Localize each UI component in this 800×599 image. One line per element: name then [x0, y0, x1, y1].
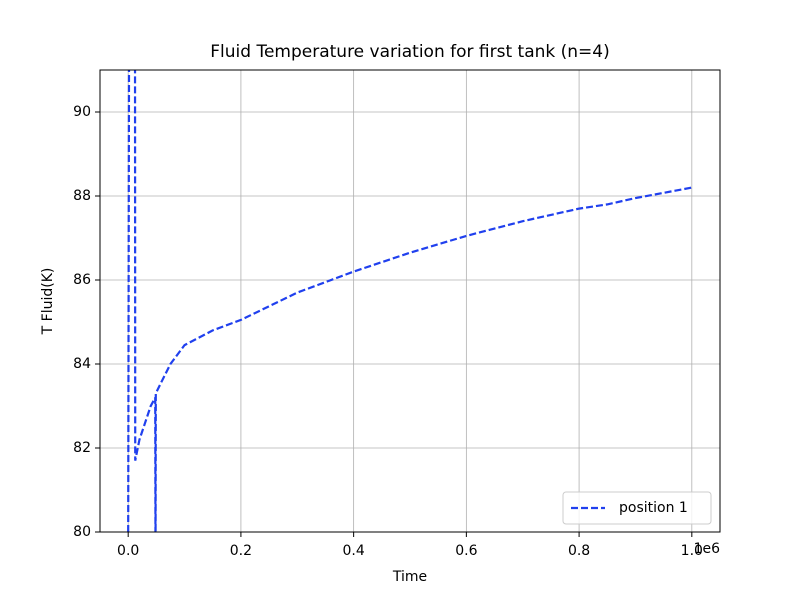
- x-tick-label: 1.0: [681, 543, 703, 559]
- y-tick-label: 80: [73, 524, 91, 540]
- y-tick-label: 84: [73, 356, 91, 372]
- legend-box: [562, 491, 712, 525]
- chart-title: Fluid Temperature variation for first ta…: [210, 42, 609, 62]
- y-tick-label: 90: [73, 104, 91, 120]
- x-tick-label: 0.4: [343, 543, 365, 559]
- y-tick-label: 82: [73, 440, 91, 456]
- legend-label: position 1: [619, 500, 688, 516]
- plot-frame: [99, 69, 721, 533]
- x-axis-label: Time: [392, 569, 427, 585]
- y-tick-label: 88: [73, 188, 91, 204]
- x-tick-label: 0.6: [455, 543, 477, 559]
- y-tick-label: 86: [73, 272, 91, 288]
- y-axis-label: T Fluid(K): [40, 268, 56, 336]
- data-line: [127, 70, 693, 532]
- x-tick-label: 0.0: [117, 543, 139, 559]
- x-tick-label: 0.8: [568, 543, 590, 559]
- x-offset-label: 1e6: [694, 541, 721, 557]
- x-tick-label: 0.2: [230, 543, 252, 559]
